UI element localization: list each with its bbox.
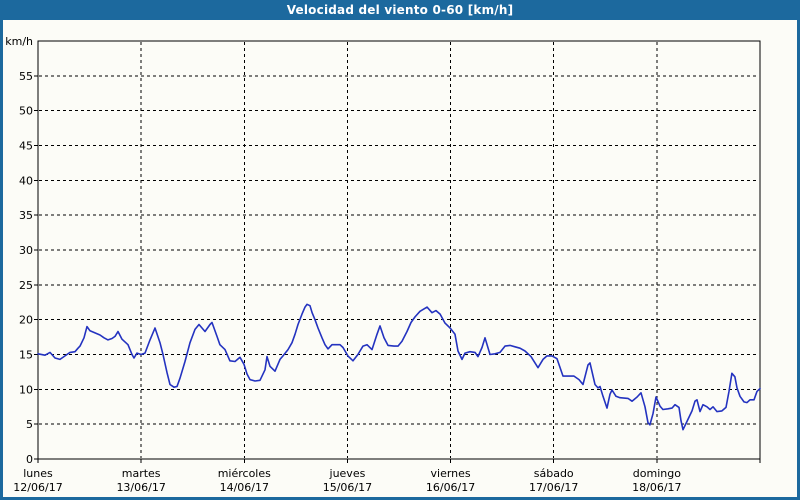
y-tick-label-0: 0 — [26, 453, 33, 466]
axes — [34, 40, 761, 463]
y-axis-unit-label: km/h — [5, 35, 33, 48]
x-day-name-viernes: viernes — [431, 467, 471, 480]
x-day-date-viernes: 16/06/17 — [426, 481, 475, 494]
y-tick-label-10: 10 — [19, 383, 33, 396]
x-day-date-jueves: 15/06/17 — [323, 481, 372, 494]
y-tick-label-20: 20 — [19, 314, 33, 327]
y-tick-label-5: 5 — [26, 418, 33, 431]
wind-speed-line-series — [37, 303, 761, 431]
x-day-date-lunes: 12/06/17 — [13, 481, 62, 494]
y-tick-label-35: 35 — [19, 209, 33, 222]
x-day-date-sábado: 17/06/17 — [529, 481, 578, 494]
x-day-name-sábado: sábado — [534, 467, 574, 480]
y-tick-label-15: 15 — [19, 349, 33, 362]
chart-title: Velocidad del viento 0-60 [km/h] — [286, 3, 514, 17]
x-day-name-jueves: jueves — [329, 467, 366, 480]
y-tick-label-30: 30 — [19, 244, 33, 257]
x-day-name-lunes: lunes — [23, 467, 53, 480]
x-day-date-miércoles: 14/06/17 — [220, 481, 269, 494]
grid-lines — [39, 42, 759, 458]
chart-title-bar: Velocidad del viento 0-60 [km/h] — [0, 0, 800, 20]
x-day-date-martes: 13/06/17 — [116, 481, 165, 494]
x-day-name-martes: martes — [122, 467, 161, 480]
plot-border — [37, 40, 761, 460]
series-velocidad-del-viento — [37, 303, 761, 431]
y-tick-label-25: 25 — [19, 279, 33, 292]
y-tick-label-45: 45 — [19, 140, 33, 153]
x-day-name-domingo: domingo — [633, 467, 681, 480]
x-day-name-miércoles: miércoles — [218, 467, 271, 480]
y-tick-label-55: 55 — [19, 70, 33, 83]
y-tick-label-50: 50 — [19, 105, 33, 118]
y-tick-label-40: 40 — [19, 174, 33, 187]
x-day-date-domingo: 18/06/17 — [632, 481, 681, 494]
